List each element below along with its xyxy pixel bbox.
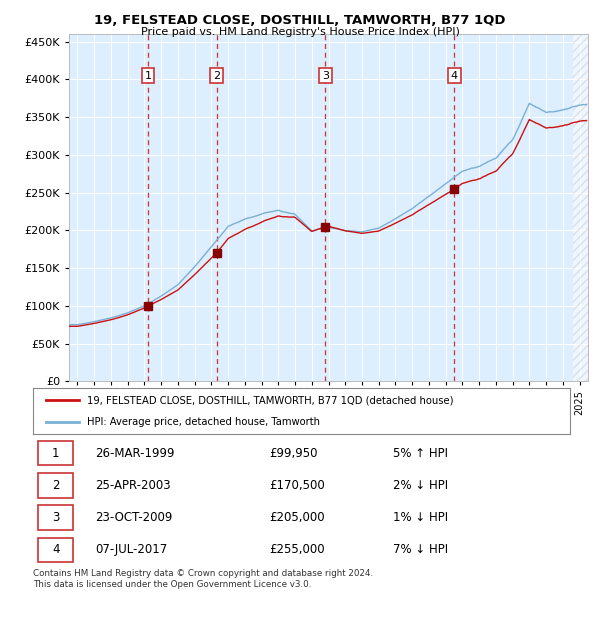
FancyBboxPatch shape bbox=[38, 473, 73, 498]
Text: 4: 4 bbox=[451, 71, 458, 81]
Text: Contains HM Land Registry data © Crown copyright and database right 2024.
This d: Contains HM Land Registry data © Crown c… bbox=[33, 569, 373, 590]
Text: 19, FELSTEAD CLOSE, DOSTHILL, TAMWORTH, B77 1QD: 19, FELSTEAD CLOSE, DOSTHILL, TAMWORTH, … bbox=[94, 14, 506, 27]
FancyBboxPatch shape bbox=[38, 538, 73, 562]
Text: 3: 3 bbox=[322, 71, 329, 81]
FancyBboxPatch shape bbox=[38, 505, 73, 530]
Bar bbox=[573, 34, 588, 381]
Text: 2: 2 bbox=[213, 71, 220, 81]
Text: 07-JUL-2017: 07-JUL-2017 bbox=[95, 544, 167, 556]
Text: 26-MAR-1999: 26-MAR-1999 bbox=[95, 447, 174, 459]
Text: £99,950: £99,950 bbox=[269, 447, 318, 459]
Text: 1: 1 bbox=[52, 447, 59, 459]
Text: 5% ↑ HPI: 5% ↑ HPI bbox=[393, 447, 448, 459]
Text: 2: 2 bbox=[52, 479, 59, 492]
Text: 3: 3 bbox=[52, 512, 59, 524]
Text: 23-OCT-2009: 23-OCT-2009 bbox=[95, 512, 172, 524]
Text: Price paid vs. HM Land Registry's House Price Index (HPI): Price paid vs. HM Land Registry's House … bbox=[140, 27, 460, 37]
Text: 19, FELSTEAD CLOSE, DOSTHILL, TAMWORTH, B77 1QD (detached house): 19, FELSTEAD CLOSE, DOSTHILL, TAMWORTH, … bbox=[87, 395, 453, 405]
Text: 25-APR-2003: 25-APR-2003 bbox=[95, 479, 170, 492]
Text: 1% ↓ HPI: 1% ↓ HPI bbox=[393, 512, 448, 524]
Text: 2% ↓ HPI: 2% ↓ HPI bbox=[393, 479, 448, 492]
Text: £170,500: £170,500 bbox=[269, 479, 325, 492]
Text: HPI: Average price, detached house, Tamworth: HPI: Average price, detached house, Tamw… bbox=[87, 417, 320, 427]
Text: £205,000: £205,000 bbox=[269, 512, 325, 524]
Text: £255,000: £255,000 bbox=[269, 544, 325, 556]
Text: 1: 1 bbox=[145, 71, 152, 81]
Text: 7% ↓ HPI: 7% ↓ HPI bbox=[393, 544, 448, 556]
Text: 4: 4 bbox=[52, 544, 59, 556]
FancyBboxPatch shape bbox=[38, 441, 73, 466]
